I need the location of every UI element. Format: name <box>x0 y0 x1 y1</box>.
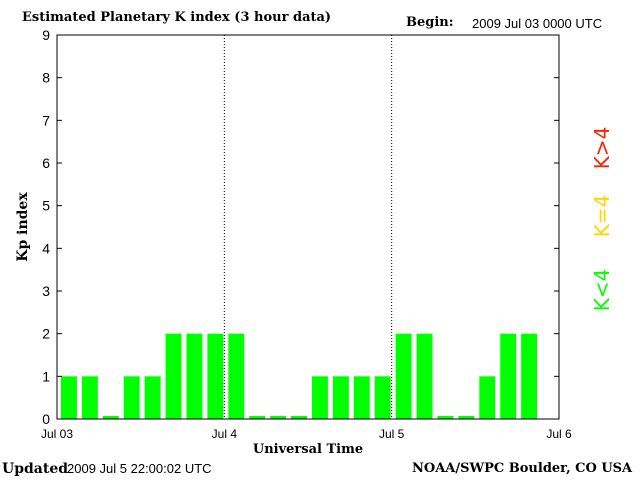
credit-label: NOAA/SWPC Boulder, CO USA <box>412 461 633 476</box>
kp-bar <box>123 376 140 419</box>
kp-bar <box>249 416 266 419</box>
y-tick-label: 5 <box>42 198 50 214</box>
x-tick-label: Jul 4 <box>212 427 238 441</box>
y-tick-label: 2 <box>42 326 50 342</box>
y-axis-title: Kp index <box>15 192 31 262</box>
kp-bar <box>458 416 475 419</box>
x-tick-label: Jul 6 <box>546 427 572 441</box>
kp-bar <box>353 376 370 419</box>
kp-bar <box>270 416 287 419</box>
kp-bar <box>102 416 119 419</box>
legend-item: K<4 <box>590 269 614 312</box>
kp-bar <box>332 376 349 419</box>
y-tick-label: 0 <box>42 411 50 427</box>
kp-bar <box>228 333 245 419</box>
x-tick-label: Jul 03 <box>41 427 73 441</box>
kp-bar <box>395 333 412 419</box>
kp-bar <box>144 376 161 419</box>
y-tick-label: 9 <box>42 27 50 43</box>
y-tick-label: 7 <box>42 112 50 128</box>
updated-value: 2009 Jul 5 22:00:02 UTC <box>67 461 212 476</box>
begin-value: 2009 Jul 03 0000 UTC <box>472 16 603 31</box>
y-tick-label: 1 <box>42 368 50 384</box>
x-axis-title: Universal Time <box>253 442 363 457</box>
kp-bar <box>437 416 454 419</box>
kp-bar <box>207 333 224 419</box>
x-tick-label: Jul 5 <box>379 427 405 441</box>
updated-label: Updated <box>2 461 69 477</box>
chart-title: Estimated Planetary K index (3 hour data… <box>22 10 332 25</box>
kp-bar <box>186 333 203 419</box>
plot-frame <box>56 34 560 420</box>
kp-bar <box>291 416 307 419</box>
kp-bar <box>81 376 98 419</box>
legend-item: K>4 <box>590 127 614 170</box>
kp-bar <box>165 333 182 419</box>
begin-label: Begin: <box>406 15 454 30</box>
y-tick-label: 8 <box>42 70 50 86</box>
kp-bar <box>479 376 496 419</box>
kp-bar <box>61 376 77 419</box>
kp-bar <box>312 376 328 419</box>
kp-bar <box>416 333 433 419</box>
kp-bar <box>500 333 517 419</box>
y-tick-label: 3 <box>42 283 50 299</box>
y-tick-label: 4 <box>42 240 50 256</box>
y-tick-label: 6 <box>42 155 50 171</box>
kp-bar <box>521 333 538 419</box>
kp-bar <box>374 376 391 419</box>
legend-item: K=4 <box>590 195 614 238</box>
